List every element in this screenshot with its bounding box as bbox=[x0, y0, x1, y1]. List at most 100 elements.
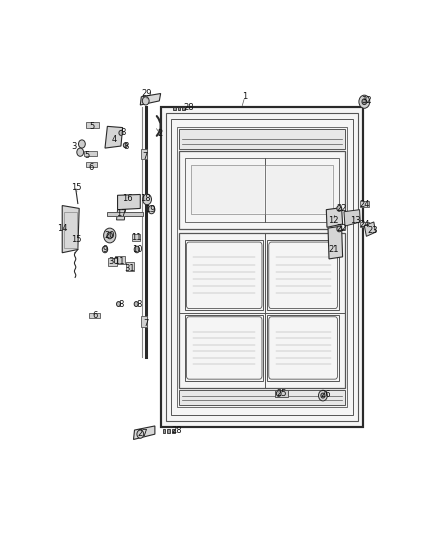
Bar bbox=[185, 240, 263, 310]
Text: 27: 27 bbox=[137, 429, 148, 438]
Polygon shape bbox=[344, 209, 360, 226]
Text: 2: 2 bbox=[157, 129, 162, 138]
Text: 20: 20 bbox=[105, 231, 115, 240]
Bar bbox=[185, 315, 263, 381]
Circle shape bbox=[318, 390, 327, 401]
Text: 5: 5 bbox=[85, 150, 90, 159]
Text: 24: 24 bbox=[359, 200, 370, 209]
Polygon shape bbox=[328, 226, 343, 259]
Text: 5: 5 bbox=[89, 122, 95, 131]
Bar bbox=[89, 313, 100, 318]
Bar bbox=[86, 163, 97, 167]
Circle shape bbox=[77, 148, 84, 156]
Circle shape bbox=[102, 246, 108, 253]
Circle shape bbox=[142, 97, 149, 105]
Text: 1: 1 bbox=[242, 92, 247, 101]
Polygon shape bbox=[140, 93, 161, 105]
Text: 9: 9 bbox=[102, 245, 108, 254]
Bar bbox=[141, 149, 148, 159]
Bar bbox=[107, 212, 143, 216]
Polygon shape bbox=[326, 207, 343, 227]
Bar bbox=[167, 429, 170, 432]
Text: 19: 19 bbox=[145, 205, 156, 214]
Circle shape bbox=[321, 393, 325, 398]
Bar bbox=[141, 317, 148, 327]
Text: 28: 28 bbox=[184, 102, 194, 111]
Polygon shape bbox=[105, 126, 123, 148]
Circle shape bbox=[119, 131, 123, 135]
Bar bbox=[179, 150, 345, 229]
Bar bbox=[86, 122, 99, 127]
Bar bbox=[185, 158, 339, 222]
Circle shape bbox=[148, 206, 155, 214]
Text: 25: 25 bbox=[276, 389, 287, 398]
Text: 24: 24 bbox=[359, 220, 370, 229]
Bar bbox=[64, 212, 77, 248]
Text: 8: 8 bbox=[124, 142, 129, 150]
Text: 12: 12 bbox=[328, 216, 339, 225]
Circle shape bbox=[337, 226, 342, 232]
Text: 26: 26 bbox=[320, 390, 331, 399]
Text: 21: 21 bbox=[328, 245, 339, 254]
Circle shape bbox=[124, 143, 127, 148]
Bar bbox=[268, 240, 339, 310]
Polygon shape bbox=[364, 222, 375, 236]
Text: 8: 8 bbox=[120, 128, 125, 138]
Text: 17: 17 bbox=[116, 209, 126, 218]
Bar bbox=[360, 201, 369, 207]
Bar bbox=[172, 429, 175, 432]
Text: 23: 23 bbox=[368, 225, 378, 235]
Bar bbox=[179, 129, 345, 149]
Text: 22: 22 bbox=[336, 224, 347, 233]
Bar bbox=[132, 234, 140, 241]
Bar bbox=[182, 107, 185, 110]
Circle shape bbox=[362, 99, 367, 104]
Bar bbox=[275, 390, 288, 397]
Text: 4: 4 bbox=[112, 135, 117, 144]
Text: 18: 18 bbox=[141, 194, 151, 203]
Polygon shape bbox=[161, 107, 363, 427]
Bar bbox=[162, 429, 166, 432]
Text: 3: 3 bbox=[72, 142, 77, 150]
Text: 6: 6 bbox=[89, 163, 94, 172]
Text: 11: 11 bbox=[114, 257, 124, 266]
Bar bbox=[126, 262, 134, 271]
Text: 10: 10 bbox=[132, 245, 142, 254]
Text: 13: 13 bbox=[350, 216, 360, 225]
Bar bbox=[173, 107, 176, 110]
Text: 8: 8 bbox=[118, 300, 124, 309]
Circle shape bbox=[359, 95, 370, 108]
Bar bbox=[268, 315, 339, 381]
Text: 7: 7 bbox=[142, 152, 148, 161]
Text: 31: 31 bbox=[124, 264, 135, 273]
Text: 30: 30 bbox=[108, 257, 118, 266]
Circle shape bbox=[107, 232, 113, 239]
Polygon shape bbox=[62, 206, 79, 253]
Circle shape bbox=[104, 228, 116, 243]
Bar bbox=[115, 256, 125, 264]
Circle shape bbox=[137, 430, 144, 438]
Bar bbox=[360, 222, 369, 227]
Text: 15: 15 bbox=[71, 235, 82, 244]
Bar bbox=[192, 166, 264, 213]
Text: 8: 8 bbox=[136, 300, 141, 309]
Bar bbox=[84, 150, 96, 156]
Circle shape bbox=[134, 246, 140, 253]
Polygon shape bbox=[117, 195, 140, 209]
Text: 22: 22 bbox=[336, 204, 347, 213]
Bar bbox=[267, 166, 332, 213]
Polygon shape bbox=[134, 426, 155, 440]
Text: 28: 28 bbox=[171, 425, 182, 434]
Text: 15: 15 bbox=[71, 183, 82, 192]
Text: 11: 11 bbox=[131, 232, 141, 241]
Bar bbox=[179, 233, 345, 388]
Polygon shape bbox=[117, 209, 125, 220]
Text: 32: 32 bbox=[361, 95, 372, 104]
Circle shape bbox=[276, 391, 281, 397]
Text: 14: 14 bbox=[57, 224, 67, 232]
Bar bbox=[178, 107, 180, 110]
Text: 16: 16 bbox=[122, 194, 133, 203]
Circle shape bbox=[337, 206, 342, 211]
Bar bbox=[179, 390, 345, 406]
Bar bbox=[108, 259, 117, 266]
